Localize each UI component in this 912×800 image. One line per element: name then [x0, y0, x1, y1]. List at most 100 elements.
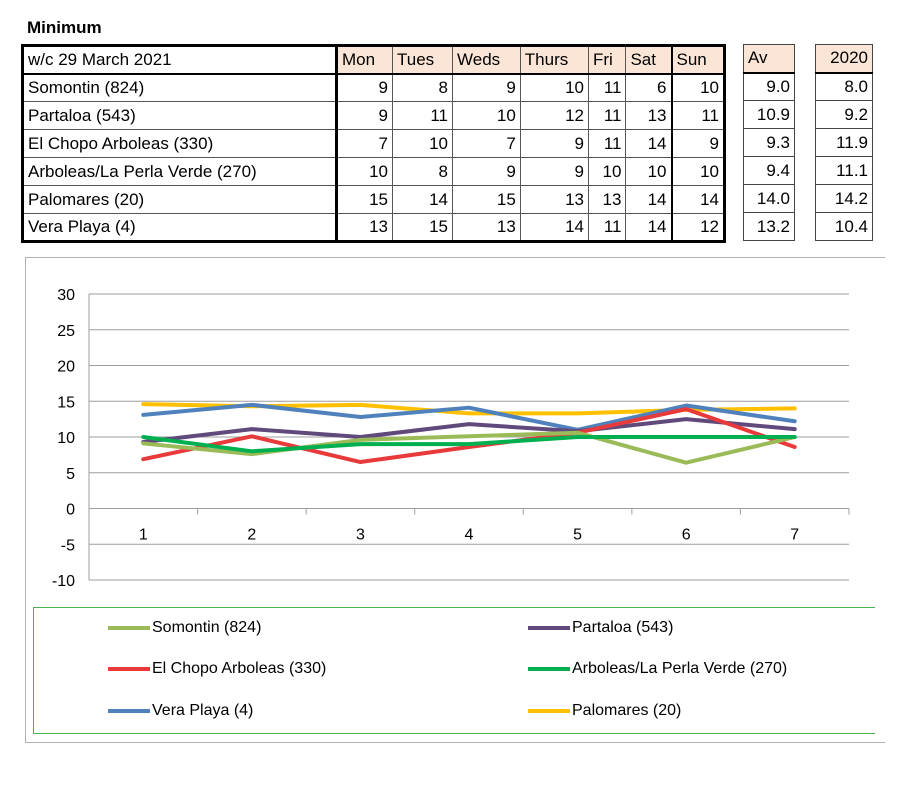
table-row: 9.0 — [743, 72, 795, 101]
day-header: Thurs — [519, 45, 590, 75]
year-2020-table: 2020 8.0 9.2 11.9 11.1 14.2 10.4 — [815, 44, 873, 241]
day-value: 10 — [336, 157, 393, 186]
table-row: 8.0 — [815, 72, 873, 101]
day-value: 11 — [587, 101, 627, 130]
day-value: 11 — [391, 101, 454, 130]
table-row: 9.3 — [743, 128, 795, 157]
week-label: w/c 29 March 2021 — [22, 45, 338, 75]
day-value: 15 — [391, 213, 454, 242]
av-value: 13.2 — [743, 212, 795, 241]
day-header: Weds — [452, 45, 521, 75]
y-tick-label: -5 — [61, 537, 75, 554]
temperature-table: w/c 29 March 2021 Mon Tues Weds Thurs Fri Sat S… — [21, 44, 726, 243]
legend-label: Palomares (20) — [572, 702, 682, 719]
day-value: 7 — [336, 129, 393, 158]
day-value: 6 — [625, 73, 672, 102]
day-header: Tues — [391, 45, 454, 75]
day-value: 9 — [519, 157, 590, 186]
table-header-row: w/c 29 March 2021 Mon Tues Weds Thurs Fri Sat S… — [22, 45, 725, 75]
year-2020-value: 11.9 — [815, 128, 873, 157]
table-row: Vera Playa (4) 13 15 13 14 11 14 12 — [22, 213, 725, 242]
year-2020-value: 11.1 — [815, 156, 873, 185]
series-line — [141, 402, 797, 432]
day-value: 10 — [452, 101, 521, 130]
chart-legend: Somontin (824) Partaloa (543) El Chopo Arb… — [33, 607, 875, 734]
day-value: 14 — [391, 185, 454, 214]
legend-label: Vera Playa (4) — [152, 702, 254, 719]
legend-swatch — [528, 667, 570, 671]
station-name: El Chopo Arboleas (330) — [22, 129, 338, 158]
year-2020-value: 10.4 — [815, 212, 873, 241]
legend-swatch — [108, 626, 150, 630]
av-value: 14.0 — [743, 184, 795, 213]
year-header: 2020 — [815, 44, 873, 74]
legend-label: Arboleas/La Perla Verde (270) — [572, 660, 788, 677]
x-tick-label: 4 — [465, 527, 474, 544]
x-tick-label: 6 — [682, 527, 691, 544]
day-value: 9 — [452, 157, 521, 186]
legend-swatch — [108, 709, 150, 713]
table-row: El Chopo Arboleas (330) 7 10 7 9 11 14 9 — [22, 129, 725, 158]
legend-label: Partaloa (543) — [572, 619, 674, 636]
day-value: 7 — [452, 129, 521, 158]
x-tick-label: 5 — [573, 527, 582, 544]
av-value: 9.0 — [743, 72, 795, 101]
day-value: 15 — [336, 185, 393, 214]
x-tick-label: 3 — [356, 527, 365, 544]
y-tick-label: 15 — [57, 394, 75, 411]
day-value: 9 — [452, 73, 521, 102]
year-2020-value: 14.2 — [815, 184, 873, 213]
y-tick-label: 0 — [66, 502, 75, 519]
table-row: 14.0 — [743, 184, 795, 213]
legend-item: El Chopo Arboleas (330) — [108, 660, 326, 678]
day-value: 14 — [625, 185, 672, 214]
day-value: 12 — [519, 101, 590, 130]
year-2020-value: 8.0 — [815, 72, 873, 101]
day-value: 10 — [625, 157, 672, 186]
day-value: 10 — [391, 129, 454, 158]
av-value: 9.3 — [743, 128, 795, 157]
average-table: Av 9.0 10.9 9.3 9.4 14.0 13.2 — [743, 44, 795, 241]
day-value: 13 — [519, 185, 590, 214]
day-value: 11 — [587, 129, 627, 158]
table-row: 9.2 — [815, 100, 873, 129]
day-value: 10 — [587, 157, 627, 186]
legend-swatch — [108, 667, 150, 671]
day-value: 9 — [670, 129, 725, 158]
legend-swatch — [528, 626, 570, 630]
chart-area: 30 25 20 15 10 5 0 -5 -10 1 2 3 4 5 6 7 — [25, 257, 885, 743]
y-tick-label: -10 — [52, 573, 75, 590]
legend-item: Vera Playa (4) — [108, 702, 253, 720]
day-value: 12 — [670, 213, 725, 242]
day-value: 10 — [670, 157, 725, 186]
table-row: 11.1 — [815, 156, 873, 185]
legend-label: El Chopo Arboleas (330) — [152, 660, 327, 677]
day-value: 11 — [587, 73, 627, 102]
series-line — [141, 435, 797, 454]
day-value: 8 — [391, 73, 454, 102]
legend-item: Somontin (824) — [108, 619, 261, 637]
legend-label: Somontin (824) — [152, 619, 262, 636]
station-name: Vera Playa (4) — [22, 213, 338, 242]
year-2020-value: 9.2 — [815, 100, 873, 129]
y-tick-label: 5 — [66, 466, 75, 483]
day-value: 10 — [519, 73, 590, 102]
year-header-row: 2020 — [815, 44, 873, 74]
day-header: Mon — [336, 45, 393, 75]
legend-item: Arboleas/La Perla Verde (270) — [528, 660, 787, 678]
series-line — [141, 407, 797, 465]
day-value: 11 — [587, 213, 627, 242]
day-value: 11 — [670, 101, 725, 130]
table-row: Arboleas/La Perla Verde (270) 10 8 9 9 10 10 10 — [22, 157, 725, 186]
table-row: 10.4 — [815, 212, 873, 241]
table-row: 13.2 — [743, 212, 795, 241]
day-value: 14 — [670, 185, 725, 214]
line-chart: 30 25 20 15 10 5 0 -5 -10 1 2 3 4 5 6 7 — [52, 287, 850, 590]
legend-item: Palomares (20) — [528, 702, 681, 720]
table-row: 11.9 — [815, 128, 873, 157]
av-header-row: Av — [743, 44, 795, 74]
series-line — [141, 430, 797, 465]
table-row: 14.2 — [815, 184, 873, 213]
av-header: Av — [743, 44, 795, 74]
legend-swatch — [528, 709, 570, 713]
